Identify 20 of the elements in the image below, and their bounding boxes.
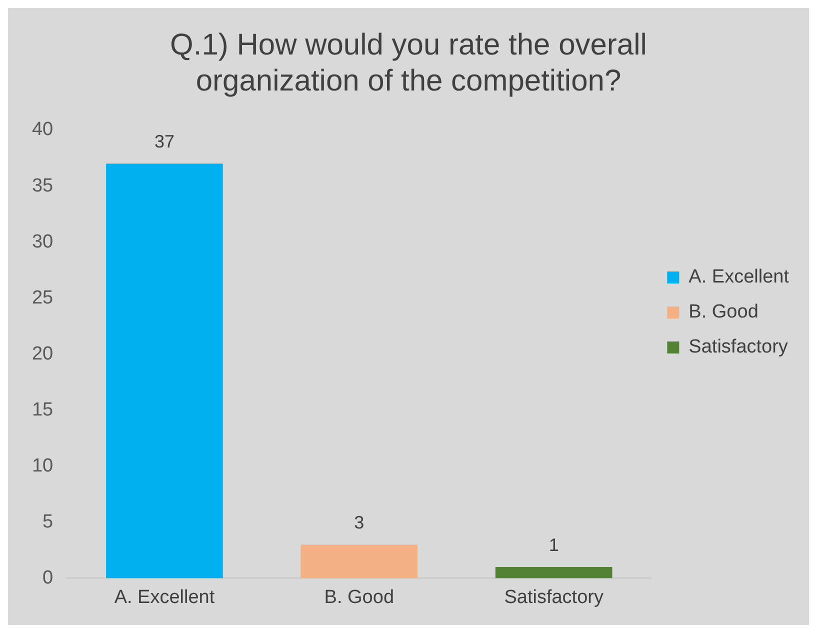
y-tick-label: 10 [32,455,54,476]
y-tick-label: 30 [32,231,54,252]
y-tick-label: 40 [32,119,54,140]
text: Q.1) How would you rate the overall [170,28,647,62]
x-tick-label: B. Good [324,586,394,608]
y-tick-label: 20 [32,343,54,364]
text: organization of the competition? [196,64,622,98]
y-tick-label: 5 [42,511,54,532]
data-label: 1 [548,534,559,555]
y-tick-label: 15 [32,399,54,420]
x-tick-label: Satisfactory [504,586,604,608]
legend-label: Satisfactory [688,336,788,358]
data-label: 3 [354,512,364,533]
x-tick-label: A. Excellent [114,586,216,608]
y-tick-label: 25 [32,287,54,308]
legend-label: B. Good [688,302,758,323]
y-tick-label: 0 [42,567,54,588]
legend-label: A. Excellent [688,266,790,288]
y-tick-label: 35 [32,175,54,196]
data-label: 37 [154,132,174,152]
